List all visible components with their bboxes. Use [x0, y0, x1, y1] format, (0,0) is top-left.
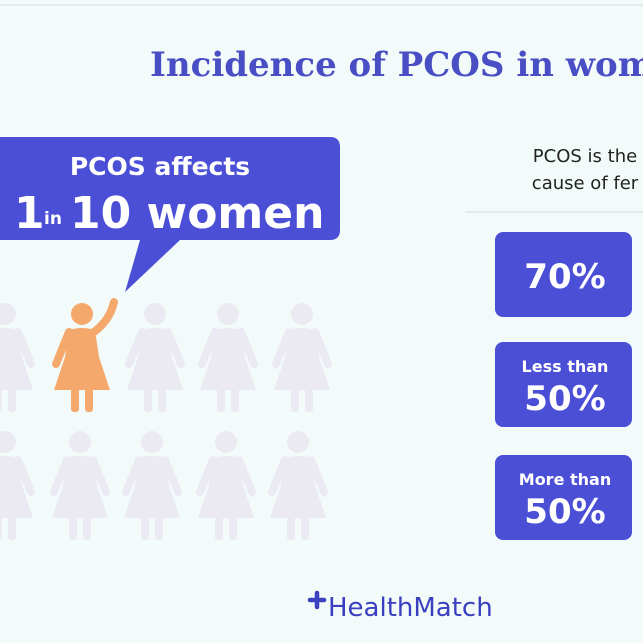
- person-leg: [301, 516, 309, 540]
- person-arm: [89, 456, 110, 496]
- person-icon: [0, 431, 35, 540]
- person-icon: [198, 303, 258, 412]
- person-leg: [217, 388, 225, 412]
- person-arm: [50, 456, 71, 496]
- person-icon: [50, 431, 110, 540]
- person-head: [144, 303, 166, 325]
- callout-connector: in: [44, 209, 62, 229]
- person-head: [0, 431, 16, 453]
- person-leg: [69, 516, 77, 540]
- person-leg: [85, 388, 93, 412]
- stat-card: [495, 455, 632, 540]
- speech-bubble: [0, 137, 340, 292]
- person-head: [291, 303, 313, 325]
- person-arm: [235, 456, 256, 496]
- figures: [0, 298, 332, 540]
- person-arm: [14, 328, 35, 368]
- side-text: cause of fer: [532, 173, 639, 194]
- person-arm: [125, 328, 146, 368]
- person-leg: [305, 388, 313, 412]
- person-leg: [141, 516, 149, 540]
- brand: HealthMatch: [328, 593, 493, 623]
- person-head: [0, 303, 16, 325]
- person-head: [215, 431, 237, 453]
- person-leg: [144, 388, 152, 412]
- person-leg: [231, 388, 239, 412]
- person-arm: [196, 456, 217, 496]
- person-icon: [268, 431, 328, 540]
- person-head: [71, 303, 93, 325]
- person-icon: [52, 298, 118, 412]
- person-leg: [291, 388, 299, 412]
- person-arm: [272, 328, 293, 368]
- person-arm: [307, 456, 328, 496]
- person-arm: [52, 328, 73, 368]
- person-icon: [125, 303, 185, 412]
- person-arm: [198, 328, 219, 368]
- person-arm: [237, 328, 258, 368]
- title: Incidence of PCOS in wome: [150, 45, 643, 85]
- person-icon: [122, 431, 182, 540]
- callout-line: PCOS affects: [70, 152, 250, 181]
- person-head: [287, 431, 309, 453]
- person-leg: [8, 516, 16, 540]
- person-leg: [287, 516, 295, 540]
- cards: 70% Less than 50% More than 50%: [495, 232, 632, 540]
- person-arm: [164, 328, 185, 368]
- person-leg: [8, 388, 16, 412]
- person-icon: [0, 303, 35, 412]
- side-text: PCOS is the: [533, 146, 637, 167]
- card-label: More than: [519, 470, 611, 489]
- card-value: 50%: [524, 492, 605, 532]
- person-head: [69, 431, 91, 453]
- person-icon: [196, 431, 256, 540]
- person-arm: [268, 456, 289, 496]
- person-arm: [122, 456, 143, 496]
- person-head: [141, 431, 163, 453]
- person-leg: [83, 516, 91, 540]
- stat-card: [495, 342, 632, 427]
- stat-card: [495, 232, 632, 317]
- person-leg: [215, 516, 223, 540]
- person-leg: [158, 388, 166, 412]
- card-label: Less than: [522, 357, 609, 376]
- brand-logo: [307, 590, 327, 610]
- callout-rest: 10 women: [70, 188, 324, 239]
- person-leg: [155, 516, 163, 540]
- person-leg: [229, 516, 237, 540]
- person-leg: [0, 388, 2, 412]
- person-arm: [311, 328, 332, 368]
- person-arm: [90, 298, 118, 336]
- person-head: [217, 303, 239, 325]
- card-value: 70%: [524, 257, 605, 297]
- person-body: [0, 456, 33, 518]
- person-leg: [71, 388, 79, 412]
- person-body: [0, 328, 33, 390]
- person-arm: [161, 456, 182, 496]
- person-icon: [272, 303, 332, 412]
- callout-number: 1: [14, 188, 45, 239]
- card-value: 50%: [524, 379, 605, 419]
- person-arm: [14, 456, 35, 496]
- person-leg: [0, 516, 2, 540]
